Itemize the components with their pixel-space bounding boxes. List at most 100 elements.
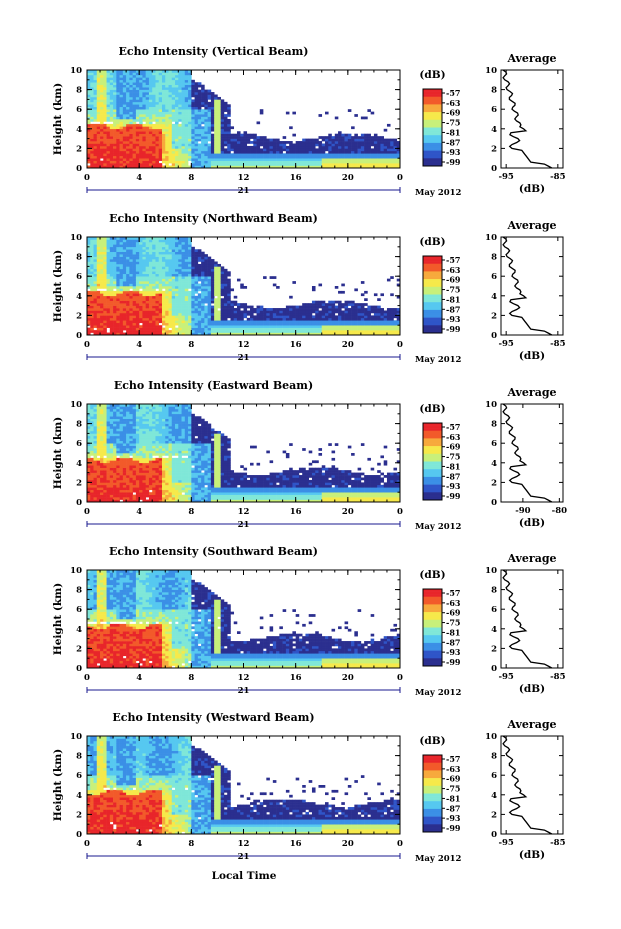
- heatmap-cell: [201, 89, 205, 93]
- heatmap-cell: [396, 143, 401, 147]
- heatmap-cell: [305, 153, 310, 157]
- heatmap-cell: [103, 249, 107, 252]
- heatmap-cell: [272, 165, 277, 169]
- heatmap-cell: [227, 278, 231, 282]
- heatmap-cell: [116, 111, 120, 115]
- heatmap-cell: [305, 155, 310, 159]
- colorbar-segment: [423, 114, 442, 118]
- heatmap-cell: [210, 126, 215, 130]
- heatmap-cell: [191, 116, 195, 120]
- heatmap-cell: [175, 94, 179, 98]
- heatmap-cell: [178, 330, 182, 333]
- heatmap-cell: [155, 283, 160, 287]
- heatmap-cell: [139, 317, 143, 321]
- heatmap-cell: [321, 315, 326, 319]
- heatmap-cell: [87, 96, 91, 100]
- heatmap-cell: [223, 158, 228, 161]
- heatmap-cell: [90, 133, 94, 137]
- heatmap-cell: [113, 109, 117, 112]
- heatmap-cell: [217, 150, 221, 154]
- heatmap-cell: [129, 101, 133, 105]
- profile-frame: [500, 69, 564, 169]
- heatmap-cell: [377, 160, 381, 164]
- heatmap-cell: [217, 141, 221, 144]
- heatmap-cell: [184, 293, 189, 297]
- heatmap-cell: [279, 312, 283, 316]
- heatmap-cell: [145, 82, 150, 85]
- heatmap-cell: [100, 143, 104, 147]
- heatmap-cell: [210, 322, 215, 326]
- colorbar-segment: [423, 302, 442, 306]
- heatmap-cell: [194, 308, 199, 311]
- heatmap-cell: [344, 303, 349, 306]
- heatmap-cell: [354, 332, 358, 336]
- heatmap-cell: [315, 163, 319, 166]
- heatmap-cell: [152, 94, 156, 98]
- heatmap-cell: [161, 305, 166, 309]
- heatmap-cell: [386, 315, 391, 319]
- heatmap-cell: [148, 271, 153, 275]
- heatmap-cell: [126, 263, 130, 267]
- heatmap-cell: [184, 276, 189, 279]
- heatmap-cell: [201, 114, 205, 117]
- heatmap-cell: [236, 312, 241, 316]
- heatmap-cell: [132, 256, 137, 260]
- heatmap-cell: [152, 148, 156, 152]
- heatmap-cell: [161, 281, 166, 284]
- heatmap-cell: [181, 165, 186, 169]
- heatmap-cell: [181, 332, 186, 336]
- heatmap-cell: [168, 119, 173, 122]
- heatmap-cell: [126, 295, 130, 299]
- heatmap-cell: [113, 312, 117, 316]
- heatmap-cell: [96, 138, 101, 142]
- heatmap-cell: [175, 263, 179, 267]
- heatmap-cell: [331, 138, 336, 142]
- heatmap-cell: [223, 278, 228, 282]
- heatmap-cell: [116, 70, 120, 73]
- colorbar-segment: [423, 127, 442, 131]
- heatmap-cell: [93, 254, 98, 257]
- heatmap-cell: [126, 290, 130, 294]
- heatmap-cell: [351, 145, 355, 149]
- heatmap-cell: [354, 148, 358, 152]
- heatmap-cell: [87, 261, 91, 265]
- heatmap-cell: [325, 136, 329, 139]
- heatmap-cell: [165, 263, 169, 267]
- heatmap-cell: [377, 136, 381, 139]
- heatmap-cell: [272, 317, 277, 321]
- heatmap-cell: [96, 286, 101, 289]
- heatmap-cell: [184, 244, 189, 248]
- heatmap-cell: [113, 155, 117, 159]
- heatmap-cell: [279, 325, 283, 328]
- heatmap-cell: [158, 266, 163, 270]
- heatmap-cell: [103, 72, 107, 76]
- heatmap-cell: [184, 278, 189, 282]
- heatmap-cell: [380, 148, 384, 152]
- heatmap-cell: [106, 239, 111, 243]
- heatmap-cell: [282, 136, 287, 139]
- heatmap-cell: [236, 303, 241, 306]
- heatmap-cell: [119, 111, 124, 115]
- heatmap-cell: [168, 109, 173, 112]
- heatmap-cell: [191, 121, 195, 125]
- heatmap-cell: [194, 320, 199, 324]
- heatmap-cell: [152, 249, 156, 252]
- heatmap-cell: [100, 89, 104, 93]
- heatmap-cell: [367, 145, 371, 149]
- heatmap-cell: [282, 141, 287, 144]
- heatmap-cell: [93, 70, 98, 73]
- heatmap-cell: [347, 109, 352, 112]
- heatmap-cell: [161, 251, 166, 255]
- heatmap-cell: [311, 153, 316, 157]
- heatmap-cell: [148, 136, 153, 139]
- heatmap-cell: [152, 283, 156, 287]
- heatmap-cell: [210, 320, 215, 324]
- heatmap-cell: [230, 310, 235, 314]
- heatmap-cell: [295, 163, 300, 166]
- heatmap-cell: [87, 263, 91, 267]
- heatmap-cell: [194, 332, 199, 336]
- heatmap-cell: [325, 325, 329, 328]
- heatmap-cell: [126, 259, 130, 262]
- heatmap-cell: [194, 82, 199, 85]
- heatmap-cell: [214, 106, 218, 110]
